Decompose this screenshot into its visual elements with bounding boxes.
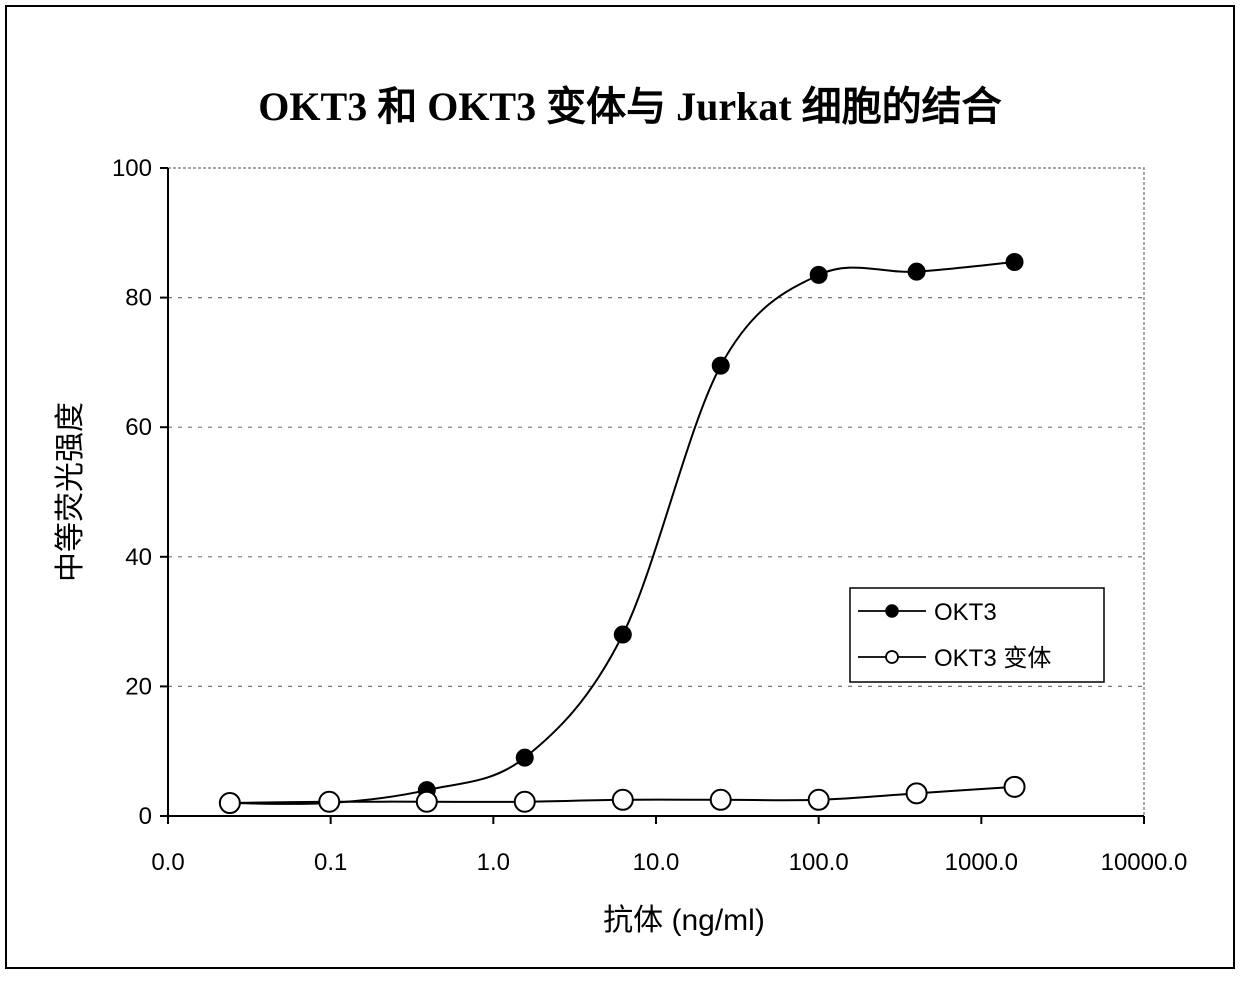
okt3-point-4 (615, 627, 631, 643)
okt3-point-5 (713, 358, 729, 374)
okt3-variant-point-1 (319, 792, 339, 812)
series-line-0 (230, 262, 1015, 804)
x-tick-label: 10000.0 (1101, 849, 1188, 876)
legend-label-okt3: OKT3 (934, 599, 997, 626)
okt3-variant-point-5 (711, 790, 731, 810)
y-axis-label: 中等荧光强度 (54, 402, 87, 582)
okt3-variant-point-2 (417, 792, 437, 812)
axes (160, 168, 1144, 824)
okt3-variant-point-7 (907, 783, 927, 803)
y-tick-label: 100 (112, 155, 152, 182)
y-tick-label: 80 (125, 285, 152, 312)
series-layer (220, 254, 1025, 813)
legend-marker-okt3 (886, 605, 898, 617)
okt3-point-8 (1007, 254, 1023, 270)
x-tick-label: 100.0 (789, 849, 849, 876)
okt3-variant-point-4 (613, 790, 633, 810)
x-tick-label: 10.0 (633, 849, 680, 876)
legend-marker-okt3-variant (886, 651, 898, 663)
y-tick-label: 0 (139, 803, 152, 830)
y-tick-label: 40 (125, 544, 152, 571)
plot-area (168, 168, 1144, 816)
legend-label-okt3-variant: OKT3 变体 (934, 645, 1051, 672)
legend: OKT3 OKT3 变体 (850, 588, 1104, 682)
okt3-point-7 (909, 264, 925, 280)
x-tick-label: 0.1 (314, 849, 347, 876)
okt3-point-6 (811, 267, 827, 283)
y-tick-label: 60 (125, 414, 152, 441)
x-tick-label: 1000.0 (945, 849, 1018, 876)
okt3-variant-point-0 (220, 793, 240, 813)
y-tick-label: 20 (125, 673, 152, 700)
okt3-point-3 (517, 750, 533, 766)
y-tick-labels: 0 20 40 60 80 100 (112, 155, 152, 830)
x-tick-labels: 0.0 0.1 1.0 10.0 100.0 1000.0 10000.0 (151, 849, 1187, 876)
okt3-variant-point-6 (809, 790, 829, 810)
chart-title: OKT3 和 OKT3 变体与 Jurkat 细胞的结合 (258, 84, 1001, 129)
x-axis-label: 抗体 (ng/ml) (603, 904, 765, 937)
chart-border (6, 6, 1234, 968)
x-tick-label: 0.0 (151, 849, 184, 876)
okt3-variant-point-8 (1005, 777, 1025, 797)
x-tick-label: 1.0 (477, 849, 510, 876)
okt3-variant-point-3 (515, 792, 535, 812)
